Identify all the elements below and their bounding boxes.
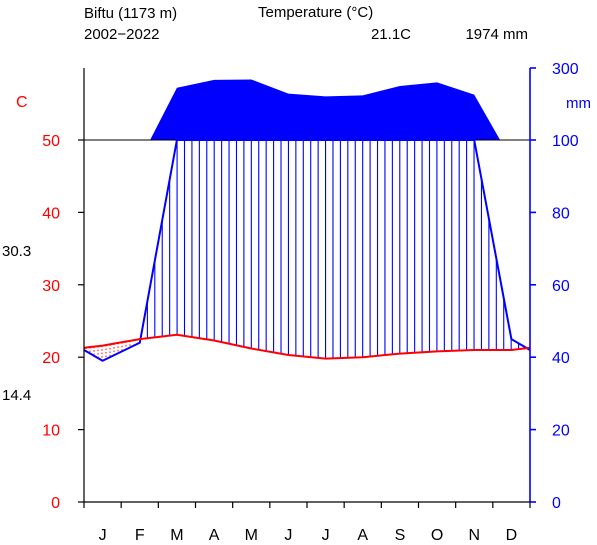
- month-label: A: [357, 527, 368, 544]
- left-axis-tick-label: 40: [42, 205, 60, 222]
- temperature-line: [83, 333, 531, 360]
- right-axis-tick-label: 100: [552, 133, 579, 150]
- min-temperature-label: 14.4: [2, 387, 31, 404]
- humid-period-hatching: [85, 140, 520, 361]
- left-axis-tick-label: 30: [42, 278, 60, 295]
- chart-title: Temperature (°C): [258, 4, 373, 21]
- month-label: O: [431, 527, 443, 544]
- station-label: Biftu (1173 m): [84, 5, 177, 22]
- left-axis-tick-label: 0: [51, 495, 60, 512]
- left-axis-unit: C: [16, 94, 28, 111]
- period-label: 2002−2022: [84, 26, 160, 43]
- right-axis-tick-label: 40: [552, 350, 570, 367]
- precipitation-line: [83, 139, 531, 362]
- right-axis-tick-label: 80: [552, 205, 570, 222]
- left-axis-tick-label: 10: [42, 423, 60, 440]
- month-label: N: [468, 527, 480, 544]
- left-axis-tick-label: 20: [42, 350, 60, 367]
- right-axis-unit: mm: [566, 95, 591, 112]
- series-lines: [83, 79, 531, 362]
- annual-precipitation-label: 1974 mm: [465, 26, 528, 43]
- month-label: J: [322, 527, 330, 544]
- month-label: S: [395, 527, 406, 544]
- month-label: J: [99, 527, 107, 544]
- month-label: M: [245, 527, 258, 544]
- mean-temperature-label: 21.1C: [371, 26, 411, 43]
- month-label: J: [284, 527, 292, 544]
- month-label: F: [135, 527, 145, 544]
- right-axis-tick-label: 20: [552, 423, 570, 440]
- month-label: M: [170, 527, 183, 544]
- month-label: A: [209, 527, 220, 544]
- month-label: D: [506, 527, 518, 544]
- right-axis-tick-label: 60: [552, 278, 570, 295]
- perhumid-area: [150, 79, 501, 140]
- perhumid-precipitation-area: [84, 79, 530, 141]
- axes: 0 10 20 30 40 50 0 20 40 60 80 100 300 J F M A M J J A S O N D: [42, 61, 579, 544]
- right-axis-tick-label: 300: [552, 61, 579, 78]
- left-axis-tick-label: 50: [42, 133, 60, 150]
- max-temperature-label: 30.3: [2, 243, 31, 260]
- right-axis-tick-label: 0: [552, 495, 561, 512]
